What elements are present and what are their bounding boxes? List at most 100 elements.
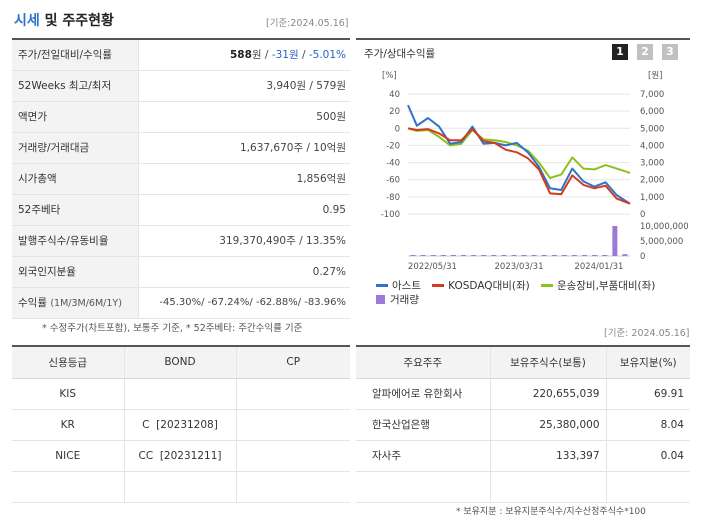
holder-ratio: 69.91 (606, 378, 690, 410)
cp-cell (236, 409, 350, 441)
table-row: NICE CC [20231211] (12, 440, 350, 472)
table-row: 거래량/거래대금 1,637,670주 / 10억원 (12, 132, 350, 164)
left-axis-unit: [%] (382, 71, 397, 81)
table-row: 주가/전일대비/수익률 588원 / -31원 / -5.01% (12, 38, 350, 71)
legend-swatch (432, 284, 445, 287)
table-row: KIS (12, 378, 350, 410)
x-axis: 2022/05/31 2023/03/31 2024/01/31 (408, 262, 624, 272)
volume-bar (561, 255, 567, 256)
volume-bars (410, 226, 628, 256)
agency-cell: KIS (12, 378, 125, 410)
quote-value: 3,940원 / 579원 (138, 70, 350, 102)
title-rest: 및 주주현황 (39, 13, 114, 29)
volume-bar (501, 255, 507, 256)
volume-bar (531, 255, 537, 256)
quote-label: 52Weeks 최고/최저 (12, 70, 139, 102)
quote-value: 319,370,490주 / 13.35% (138, 225, 350, 257)
volume-bar (430, 255, 436, 256)
table-row: 한국산업은행 25,380,000 8.04 (356, 409, 690, 441)
volume-bar (572, 255, 577, 256)
chart-lines (407, 104, 631, 205)
table-row: 52Weeks 최고/최저 3,940원 / 579원 (12, 70, 350, 102)
table-row: 알파에어로 유한회사 220,655,039 69.91 (356, 378, 690, 410)
holders-base-date: [기준: 2024.05.16] (604, 328, 690, 339)
holder-ratio (606, 471, 690, 503)
quote-footnote: * 수정주가(차트포함), 보통주 기준, * 52주베타: 주간수익률 기준 (42, 323, 303, 334)
left-tick-label: -80 (386, 193, 400, 203)
left-tick-label: -40 (386, 159, 400, 169)
series-line (407, 127, 631, 179)
legend-label: 거래량 (390, 294, 419, 306)
holder-shares: 25,380,000 (490, 409, 607, 441)
table-row: 자사주 133,397 0.04 (356, 440, 690, 472)
x-tick-label: 2022/05/31 (408, 262, 457, 272)
cp-cell (236, 440, 350, 472)
table-row: 52주베타 0.95 (12, 194, 350, 226)
volume-bar (440, 255, 446, 256)
chart-tab-1-button[interactable]: 1 (612, 44, 628, 60)
volume-bar (602, 255, 608, 256)
chart-tab-2-button[interactable]: 2 (637, 44, 653, 60)
price-unit: 원 (251, 49, 262, 62)
legend-label: 운송장비,부품대비(좌) (556, 280, 656, 292)
right-tick-label: 0 (640, 210, 645, 220)
right-axis: 7,000 6,000 5,000 4,000 3,000 2,000 1,000 0 10,0… (640, 90, 689, 262)
quote-label: 액면가 (12, 101, 139, 133)
legend-item-volume: 거래량 (376, 292, 427, 307)
holder-ratio: 8.04 (606, 409, 690, 441)
left-tick-label: 40 (389, 90, 400, 100)
quote-label: 발행주식수/유동비율 (12, 225, 139, 257)
column-header: 보유지분(%) (606, 345, 690, 379)
column-header: 보유주식수(보통) (490, 345, 607, 379)
right-tick-label: 4,000 (640, 141, 664, 151)
title-highlight: 시세 (14, 13, 40, 29)
left-tick-label: 20 (389, 107, 400, 117)
right-axis-unit: [원] (648, 71, 662, 81)
holder-name: 자사주 (356, 440, 491, 472)
table-header-row: 주요주주 보유주식수(보통) 보유지분(%) (356, 345, 690, 379)
volume-bar (420, 255, 426, 256)
volume-bar (521, 255, 527, 256)
bond-cell (124, 378, 237, 410)
shareholders-table: 주요주주 보유주식수(보통) 보유지분(%) 알파에어로 유한회사 220,655… (356, 345, 690, 503)
right-tick-label: 3,000 (640, 159, 664, 169)
quote-label: 거래량/거래대금 (12, 132, 139, 164)
x-tick-label: 2024/01/31 (574, 262, 623, 272)
left-tick-label: -20 (386, 141, 400, 151)
volume-bar (622, 254, 628, 256)
table-row: KR C [20231208] (12, 409, 350, 441)
table-row: 수익률 (1M/3M/6M/1Y) -45.30%/ -67.24%/ -62.… (12, 287, 350, 319)
column-header: 주요주주 (356, 345, 491, 379)
table-row: 액면가 500원 (12, 101, 350, 133)
separator: / (261, 49, 272, 62)
return-label: 수익률 (18, 297, 47, 309)
right-tick-label: 6,000 (640, 107, 664, 117)
volume-tick-label: 10,000,000 (640, 222, 689, 232)
right-tick-label: 7,000 (640, 90, 664, 100)
return-label-cell: 수익률 (1M/3M/6M/1Y) (12, 287, 139, 319)
volume-tick-label: 0 (640, 252, 645, 262)
legend-label: 아스트 (392, 280, 421, 292)
quote-value: 1,856억원 (138, 163, 350, 195)
holder-ratio: 0.04 (606, 440, 690, 472)
holders-footnote: * 보유지분 : 보유지분주식수/지수산정주식수*100 (456, 507, 646, 517)
legend-label: KOSDAQ대비(좌) (448, 280, 530, 292)
quote-value: 1,637,670주 / 10억원 (138, 132, 350, 164)
price-change: -31원 (271, 49, 299, 62)
volume-bar (541, 255, 547, 256)
volume-bar (582, 255, 588, 256)
table-row: 시가총액 1,856억원 (12, 163, 350, 195)
bond-cell: CC [20231211] (124, 440, 237, 472)
table-header-row: 신용등급 BOND CP (12, 345, 350, 379)
volume-bar (461, 255, 466, 256)
volume-bar (491, 255, 497, 256)
price-change-rate: -5.01% (308, 49, 346, 62)
chart-tab-3-button[interactable]: 3 (662, 44, 678, 60)
quote-table: 주가/전일대비/수익률 588원 / -31원 / -5.01% 52Weeks… (12, 38, 350, 319)
column-header: BOND (124, 345, 237, 379)
volume-bar (511, 255, 517, 256)
separator: / (298, 49, 309, 62)
quote-label: 주가/전일대비/수익률 (12, 38, 139, 71)
table-row: 외국인지분율 0.27% (12, 256, 350, 288)
x-tick-label: 2023/03/31 (495, 262, 544, 272)
